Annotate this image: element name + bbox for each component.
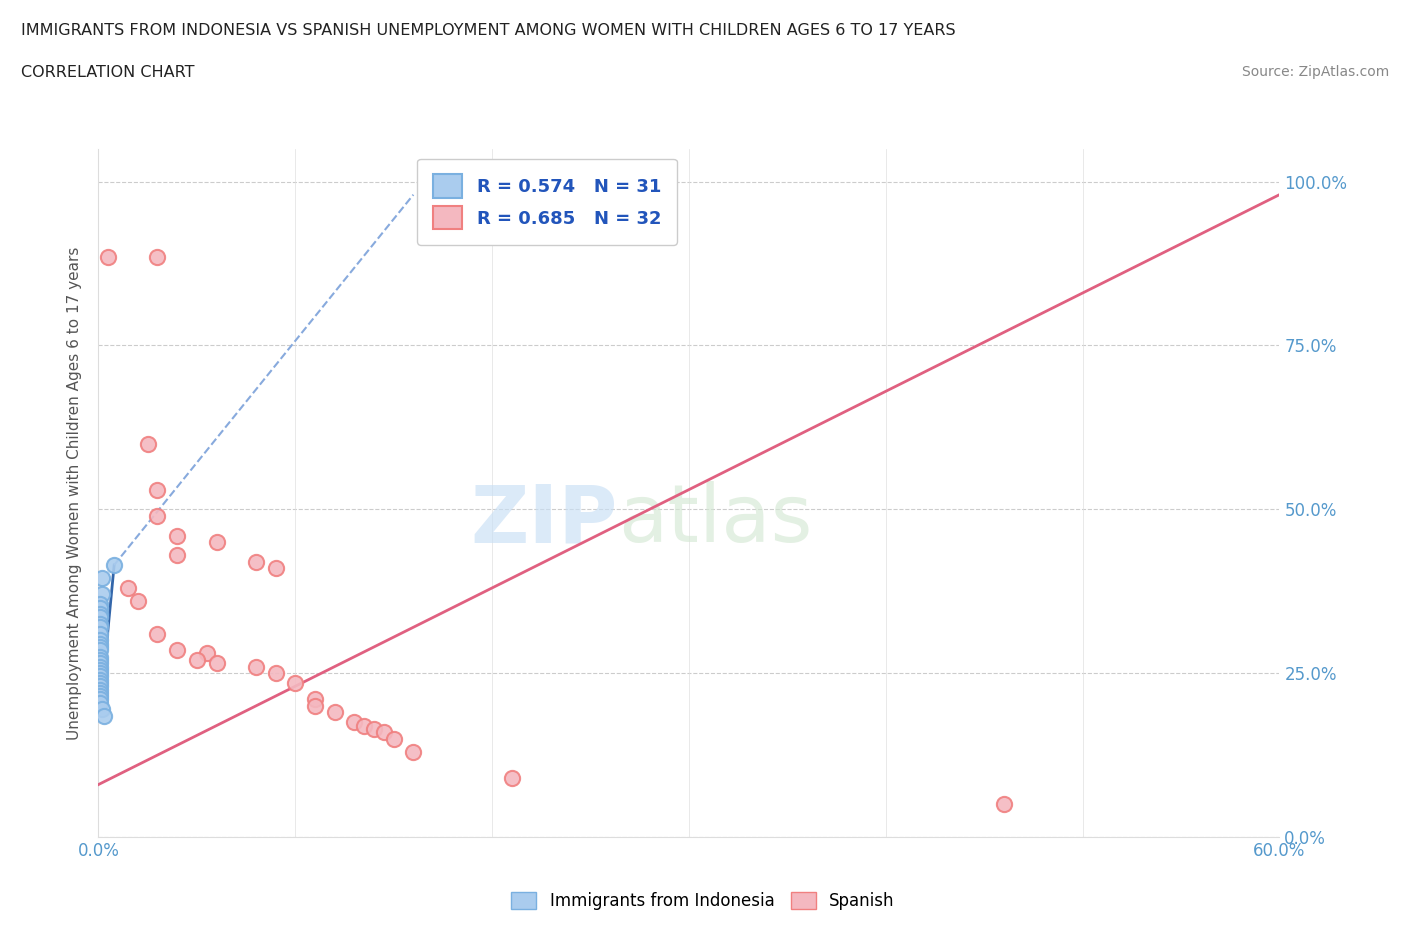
Point [89, 643, 111, 658]
Point [89, 672, 111, 687]
Point [205, 656, 228, 671]
Point [373, 724, 395, 739]
Point [186, 653, 208, 668]
Point [146, 627, 169, 642]
Point [501, 771, 523, 786]
Point [146, 509, 169, 524]
Text: IMMIGRANTS FROM INDONESIA VS SPANISH UNEMPLOYMENT AMONG WOMEN WITH CHILDREN AGES: IMMIGRANTS FROM INDONESIA VS SPANISH UNE… [21, 23, 956, 38]
Point [89, 600, 111, 615]
Text: Source: ZipAtlas.com: Source: ZipAtlas.com [1241, 65, 1389, 79]
Point [89, 653, 111, 668]
Point [89, 685, 111, 700]
Point [97, 249, 120, 264]
Point [245, 659, 267, 674]
Point [264, 666, 287, 681]
Y-axis label: Unemployment Among Women with Children Ages 6 to 17 years: Unemployment Among Women with Children A… [67, 246, 83, 739]
Point [353, 718, 375, 733]
Point [89, 656, 111, 671]
Point [89, 696, 111, 711]
Point [166, 528, 188, 543]
Text: ZIP: ZIP [471, 482, 619, 560]
Point [304, 698, 326, 713]
Point [323, 705, 346, 720]
Point [89, 597, 111, 612]
Point [89, 649, 111, 664]
Point [89, 636, 111, 651]
Point [146, 249, 169, 264]
Text: CORRELATION CHART: CORRELATION CHART [21, 65, 194, 80]
Point [89, 633, 111, 648]
Point [304, 692, 326, 707]
Point [89, 659, 111, 674]
Point [91, 587, 114, 602]
Point [136, 436, 159, 451]
Point [91, 702, 114, 717]
Legend: R = 0.574   N = 31, R = 0.685   N = 32: R = 0.574 N = 31, R = 0.685 N = 32 [418, 158, 678, 245]
Point [117, 580, 139, 595]
Point [205, 535, 228, 550]
Point [93, 709, 115, 724]
Point [402, 744, 425, 759]
Point [195, 646, 218, 661]
Point [89, 619, 111, 634]
Point [89, 688, 111, 703]
Point [382, 731, 405, 746]
Point [91, 571, 114, 586]
Point [89, 617, 111, 631]
Point [89, 662, 111, 677]
Point [89, 675, 111, 690]
Point [146, 482, 169, 497]
Point [245, 554, 267, 569]
Point [89, 666, 111, 681]
Text: atlas: atlas [619, 482, 813, 560]
Point [89, 669, 111, 684]
Point [89, 679, 111, 694]
Point [89, 692, 111, 707]
Point [89, 606, 111, 621]
Point [363, 722, 385, 737]
Point [127, 593, 149, 608]
Point [89, 627, 111, 642]
Point [264, 561, 287, 576]
Point [343, 715, 366, 730]
Point [103, 558, 125, 573]
Point [166, 643, 188, 658]
Legend: Immigrants from Indonesia, Spanish: Immigrants from Indonesia, Spanish [505, 885, 901, 917]
Point [284, 675, 307, 690]
Point [89, 682, 111, 697]
Point [89, 640, 111, 655]
Point [166, 548, 188, 563]
Point [89, 610, 111, 625]
Point [993, 797, 1015, 812]
